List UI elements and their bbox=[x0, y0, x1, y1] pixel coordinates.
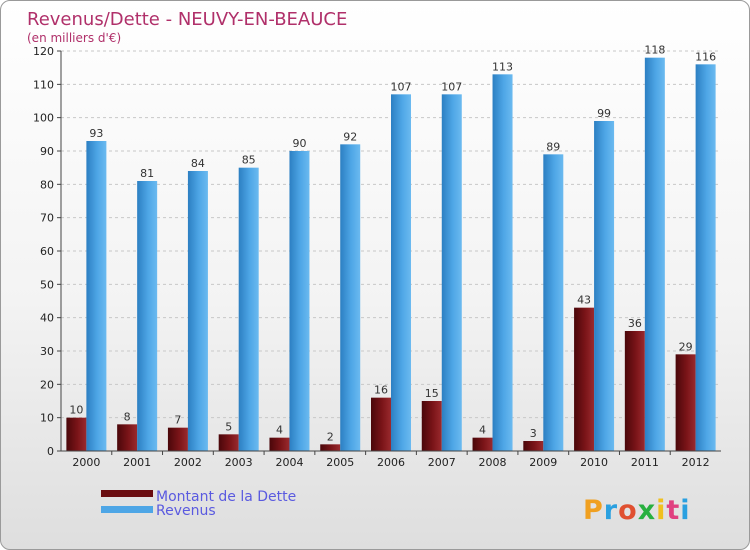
data-label-debt: 36 bbox=[628, 317, 642, 330]
y-tick-label: 90 bbox=[40, 145, 54, 158]
x-tick-label: 2007 bbox=[428, 456, 456, 469]
data-label-revenus: 93 bbox=[89, 127, 103, 140]
data-label-debt: 3 bbox=[530, 427, 537, 440]
x-tick-label: 2000 bbox=[72, 456, 100, 469]
data-label-debt: 5 bbox=[225, 420, 232, 433]
data-label-debt: 43 bbox=[577, 294, 591, 307]
x-tick-label: 2008 bbox=[479, 456, 507, 469]
data-labels: 1093881784585490292161071510741133894399… bbox=[69, 44, 716, 444]
data-label-debt: 2 bbox=[327, 430, 334, 443]
bar-debt bbox=[421, 401, 442, 451]
chart-subtitle: (en milliers d'€) bbox=[27, 31, 121, 45]
data-label-revenus: 92 bbox=[343, 130, 357, 143]
y-tick-label: 50 bbox=[40, 278, 54, 291]
bar-revenus bbox=[137, 181, 158, 451]
x-axis: 2000 2001 2002 2003 2004 2005 2006 2007 2008 2009… bbox=[61, 450, 721, 469]
bar-revenus bbox=[492, 74, 513, 451]
data-label-revenus: 85 bbox=[242, 154, 256, 167]
bar-revenus bbox=[289, 151, 310, 451]
x-tick-label: 2011 bbox=[631, 456, 659, 469]
bar-debt bbox=[66, 417, 87, 451]
data-label-debt: 15 bbox=[425, 387, 439, 400]
data-label-revenus: 116 bbox=[695, 50, 716, 63]
data-label-revenus: 107 bbox=[441, 80, 462, 93]
data-label-debt: 4 bbox=[479, 424, 486, 437]
x-tick-label: 2010 bbox=[580, 456, 608, 469]
x-tick-label: 2006 bbox=[377, 456, 405, 469]
bar-revenus bbox=[441, 94, 462, 451]
x-tick-label: 2005 bbox=[326, 456, 354, 469]
y-tick-label: 110 bbox=[33, 78, 54, 91]
bar-debt bbox=[574, 307, 595, 451]
logo-text: Proxiti bbox=[583, 495, 691, 526]
proxiti-logo: Proxiti bbox=[583, 495, 691, 526]
bar-debt bbox=[218, 434, 239, 451]
bar-debt bbox=[371, 397, 391, 451]
data-label-revenus: 89 bbox=[546, 140, 560, 153]
legend-label-revenus: Revenus bbox=[156, 503, 216, 519]
x-tick-label: 2001 bbox=[123, 456, 151, 469]
data-label-debt: 4 bbox=[276, 424, 283, 437]
data-label-debt: 29 bbox=[679, 340, 693, 353]
data-label-revenus: 118 bbox=[644, 44, 665, 57]
bars-group bbox=[66, 57, 716, 452]
bar-revenus bbox=[695, 64, 716, 452]
bar-debt bbox=[117, 424, 138, 451]
y-tick-label: 100 bbox=[33, 112, 54, 125]
data-label-revenus: 84 bbox=[191, 157, 205, 170]
x-tick-label: 2012 bbox=[682, 456, 710, 469]
bar-revenus bbox=[543, 154, 564, 452]
bar-debt bbox=[167, 427, 188, 451]
bar-revenus bbox=[340, 144, 361, 452]
y-tick-label: 10 bbox=[40, 412, 54, 425]
legend: Montant de la Dette Revenus bbox=[101, 489, 296, 519]
data-label-revenus: 113 bbox=[492, 60, 513, 73]
x-tick-label: 2002 bbox=[174, 456, 202, 469]
bar-revenus bbox=[238, 167, 259, 451]
y-tick-label: 70 bbox=[40, 212, 54, 225]
data-label-revenus: 81 bbox=[140, 167, 154, 180]
y-tick-label: 80 bbox=[40, 178, 54, 191]
legend-swatch-debt bbox=[101, 490, 153, 497]
x-tick-label: 2003 bbox=[225, 456, 253, 469]
data-label-revenus: 99 bbox=[597, 107, 611, 120]
bar-revenus bbox=[644, 57, 665, 452]
chart-title: Revenus/Dette - NEUVY-EN-BEAUCE bbox=[27, 9, 347, 30]
x-tick-label: 2004 bbox=[275, 456, 303, 469]
bar-debt bbox=[320, 444, 341, 451]
y-tick-label: 40 bbox=[40, 312, 54, 325]
y-tick-label: 20 bbox=[40, 378, 54, 391]
bar-revenus bbox=[86, 141, 107, 451]
legend-label-debt: Montant de la Dette bbox=[156, 489, 296, 505]
data-label-revenus: 107 bbox=[391, 80, 412, 93]
bar-debt bbox=[523, 441, 544, 451]
data-label-debt: 10 bbox=[69, 404, 83, 417]
bar-debt bbox=[472, 437, 493, 451]
legend-swatch-revenus bbox=[101, 506, 153, 513]
y-tick-label: 0 bbox=[47, 445, 54, 458]
y-axis: 0 10 20 30 40 50 60 70 80 90 100 110 120 bbox=[33, 45, 62, 458]
data-label-revenus: 90 bbox=[292, 137, 306, 150]
y-tick-label: 30 bbox=[40, 345, 54, 358]
data-label-debt: 7 bbox=[174, 414, 181, 427]
bar-revenus bbox=[187, 171, 208, 451]
data-label-debt: 16 bbox=[374, 384, 388, 397]
bar-revenus bbox=[391, 94, 411, 451]
bar-debt bbox=[269, 437, 290, 451]
y-tick-label: 120 bbox=[33, 45, 54, 58]
bar-revenus bbox=[594, 121, 615, 451]
bar-debt bbox=[624, 331, 645, 451]
x-tick-label: 2009 bbox=[529, 456, 557, 469]
data-label-debt: 8 bbox=[124, 410, 131, 423]
y-tick-label: 60 bbox=[40, 245, 54, 258]
bar-debt bbox=[675, 354, 696, 451]
